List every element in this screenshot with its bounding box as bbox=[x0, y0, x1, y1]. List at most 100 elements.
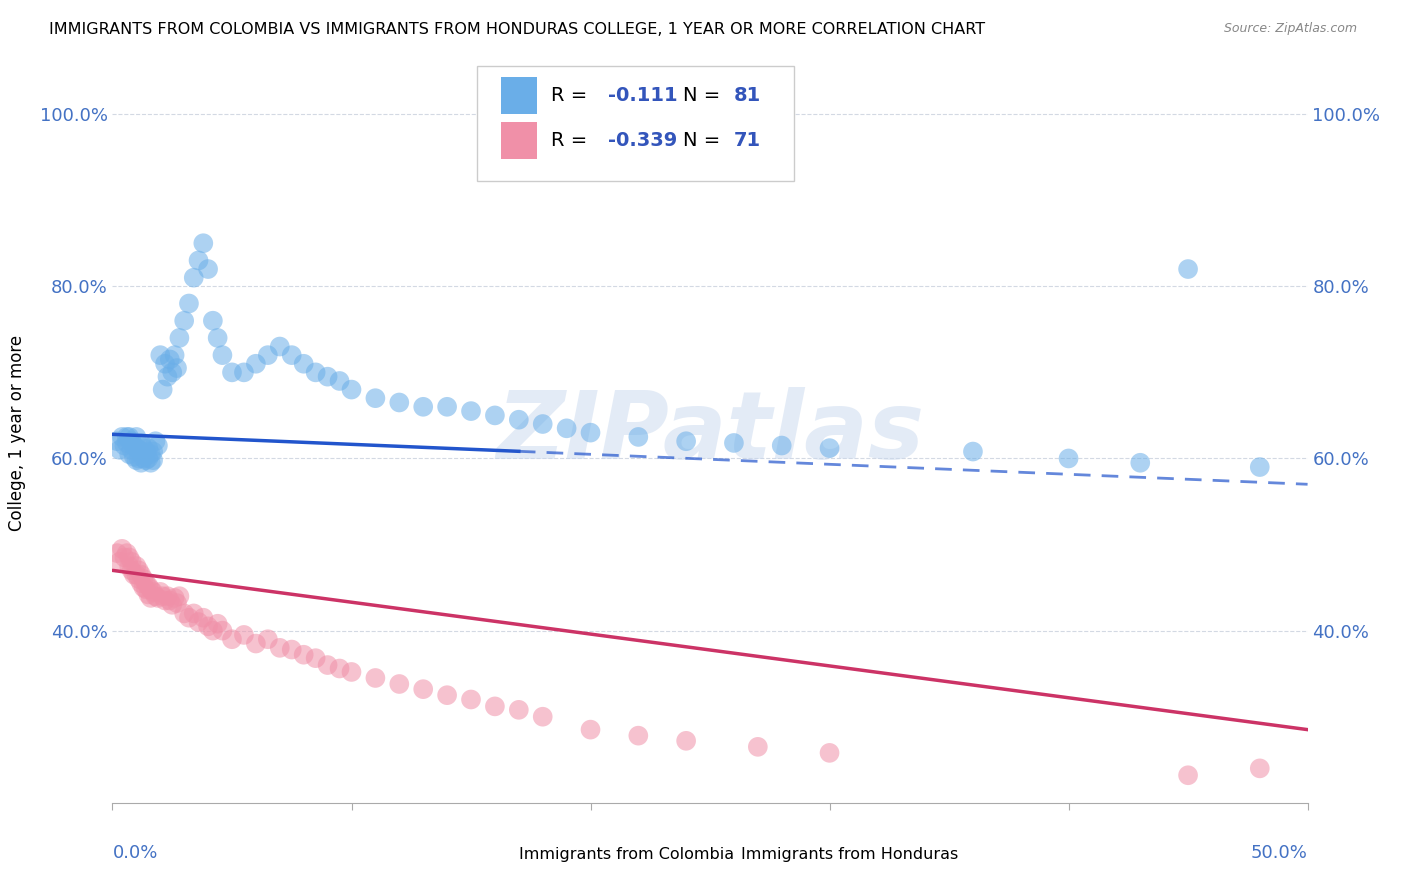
Point bbox=[292, 648, 315, 662]
Point bbox=[115, 430, 138, 444]
Point bbox=[316, 658, 339, 673]
Point bbox=[281, 642, 304, 657]
Point bbox=[138, 579, 160, 593]
Point bbox=[163, 591, 186, 605]
Point bbox=[211, 624, 233, 638]
Point bbox=[128, 442, 150, 457]
Point bbox=[111, 430, 134, 444]
Point bbox=[108, 442, 131, 457]
Point bbox=[156, 589, 179, 603]
Point bbox=[149, 585, 172, 599]
Point bbox=[118, 447, 141, 461]
Text: R =: R = bbox=[551, 87, 593, 105]
Point bbox=[531, 709, 554, 723]
Point bbox=[162, 598, 183, 612]
Point bbox=[201, 624, 224, 638]
Point bbox=[132, 572, 155, 586]
Point bbox=[305, 365, 328, 379]
Point bbox=[233, 365, 256, 379]
Point bbox=[173, 607, 195, 621]
Point bbox=[111, 541, 134, 556]
Point bbox=[153, 593, 176, 607]
Point bbox=[460, 404, 482, 418]
Point bbox=[138, 587, 160, 601]
Point bbox=[412, 682, 434, 697]
Point bbox=[138, 441, 160, 455]
Point bbox=[1249, 761, 1271, 775]
Point bbox=[159, 593, 181, 607]
Point bbox=[121, 555, 143, 569]
Point bbox=[125, 567, 148, 582]
Point bbox=[436, 400, 458, 414]
Point bbox=[177, 296, 200, 310]
Point bbox=[128, 563, 150, 577]
Point bbox=[508, 703, 530, 717]
Point bbox=[412, 400, 434, 414]
Point bbox=[193, 236, 215, 251]
Point bbox=[121, 434, 143, 449]
Point bbox=[132, 581, 155, 595]
Point bbox=[1129, 456, 1152, 470]
Point bbox=[292, 357, 315, 371]
Point bbox=[152, 589, 174, 603]
Point bbox=[316, 369, 339, 384]
Point bbox=[125, 430, 148, 444]
Text: Immigrants from Colombia: Immigrants from Colombia bbox=[519, 847, 734, 863]
Point bbox=[139, 582, 162, 597]
Point bbox=[460, 692, 482, 706]
Bar bbox=[477, 838, 510, 858]
Point bbox=[139, 456, 162, 470]
Point bbox=[128, 572, 150, 586]
Point bbox=[531, 417, 554, 431]
Point bbox=[364, 671, 387, 685]
Point bbox=[114, 438, 135, 452]
Point bbox=[281, 348, 304, 362]
Point bbox=[129, 576, 152, 591]
Text: N =: N = bbox=[682, 87, 725, 105]
Point bbox=[818, 746, 841, 760]
Point bbox=[818, 441, 841, 455]
Point bbox=[173, 314, 195, 328]
Point bbox=[197, 262, 219, 277]
Point bbox=[115, 546, 138, 560]
Point bbox=[269, 339, 291, 353]
Point bbox=[245, 636, 267, 650]
Point bbox=[675, 734, 697, 748]
Point bbox=[105, 434, 128, 449]
Point bbox=[129, 444, 152, 458]
Point bbox=[245, 357, 267, 371]
Point bbox=[149, 348, 172, 362]
Point bbox=[1177, 262, 1199, 277]
Point bbox=[128, 451, 150, 466]
Text: 50.0%: 50.0% bbox=[1251, 844, 1308, 862]
Point bbox=[257, 632, 280, 647]
Point bbox=[257, 348, 280, 362]
Text: 71: 71 bbox=[734, 130, 761, 150]
Point bbox=[193, 611, 215, 625]
Text: Source: ZipAtlas.com: Source: ZipAtlas.com bbox=[1223, 22, 1357, 36]
Point bbox=[135, 453, 157, 467]
Point bbox=[207, 616, 229, 631]
Point bbox=[108, 555, 131, 569]
FancyBboxPatch shape bbox=[477, 66, 794, 181]
Point bbox=[142, 585, 165, 599]
Point bbox=[145, 589, 167, 603]
Point bbox=[627, 430, 650, 444]
Point bbox=[129, 436, 152, 450]
Point bbox=[142, 444, 165, 458]
Point bbox=[305, 651, 328, 665]
Point bbox=[388, 677, 411, 691]
Point bbox=[484, 699, 506, 714]
Point bbox=[105, 546, 128, 560]
Point bbox=[142, 453, 165, 467]
Point bbox=[146, 591, 169, 605]
Text: 0.0%: 0.0% bbox=[112, 844, 157, 862]
Point bbox=[197, 619, 219, 633]
Point bbox=[125, 453, 148, 467]
Point bbox=[579, 723, 602, 737]
Point bbox=[135, 582, 157, 597]
Point bbox=[340, 383, 363, 397]
Point bbox=[183, 270, 205, 285]
Point bbox=[121, 442, 143, 457]
Point bbox=[183, 607, 205, 621]
